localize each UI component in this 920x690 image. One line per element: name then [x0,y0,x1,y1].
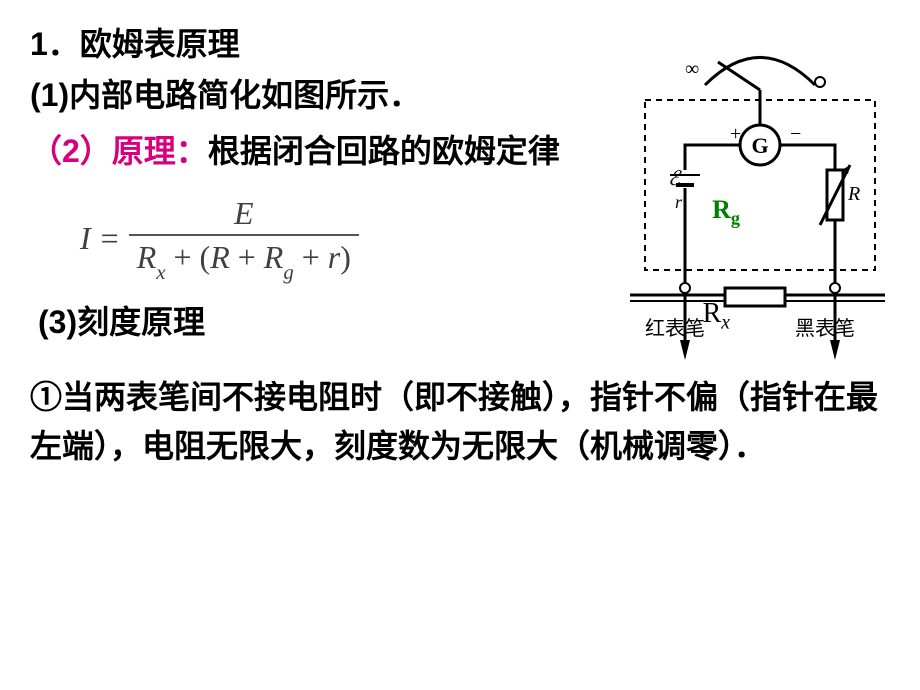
formula-lhs: I [80,220,91,257]
galvanometer-label: G [751,133,768,158]
formula-numerator: E [226,192,262,234]
circuit-diagram: ∞ G + − ℰ r [590,40,890,370]
den-r-cap: R [210,239,230,275]
zero-mark [815,77,825,87]
scale-principle-paragraph: ①当两表笔间不接电阻时（即不接触），指针不偏（指针在最左端），电阻无限大，刻度数… [30,373,890,472]
rg-overlay-label: Rg [712,195,740,229]
rx-r: R [703,298,722,329]
den-plus2: + [230,239,264,275]
den-r-low: r [328,239,340,275]
meter-needle [718,62,760,90]
internal-r-label: r [675,192,683,212]
circuit-svg: ∞ G + − ℰ r [590,40,890,370]
red-probe-tip-icon [680,340,690,360]
formula-denominator: Rx + (R + Rg + r) [129,236,359,284]
plus-sign: + [730,123,741,145]
den-plus3: + [294,239,328,275]
den-rx: R [137,239,157,275]
wire-right [780,145,835,170]
black-pen-label: 黑表笔 [795,317,855,340]
point-2-rest: 根据闭合回路的欧姆定律 [208,133,560,169]
point-2-highlight: （2）原理： [30,133,208,169]
formula-eq: = [101,220,119,257]
red-pen-label: 红表笔 [645,317,705,340]
minus-sign: − [790,123,801,145]
formula-fraction: E Rx + (R + Rg + r) [129,192,359,285]
den-rg-sub: g [283,261,293,284]
variable-r-label: R [847,183,860,205]
right-terminal-icon [830,283,840,293]
rx-resistor-icon [725,288,785,306]
rg-r: R [712,195,731,224]
black-probe-tip-icon [830,340,840,360]
den-rg: R [264,239,284,275]
left-terminal-icon [680,283,690,293]
den-close: ) [340,239,351,275]
point-2: （2）原理：根据闭合回路的欧姆定律 [30,128,590,174]
rg-sub: g [731,208,740,228]
den-plus1: + ( [165,239,210,275]
wire-left [685,145,740,170]
den-rx-sub: x [156,261,165,284]
rx-overlay-label: Rx [703,298,730,335]
infinity-mark: ∞ [685,58,699,80]
rx-sub: x [721,313,730,334]
meter-arc [705,58,815,86]
